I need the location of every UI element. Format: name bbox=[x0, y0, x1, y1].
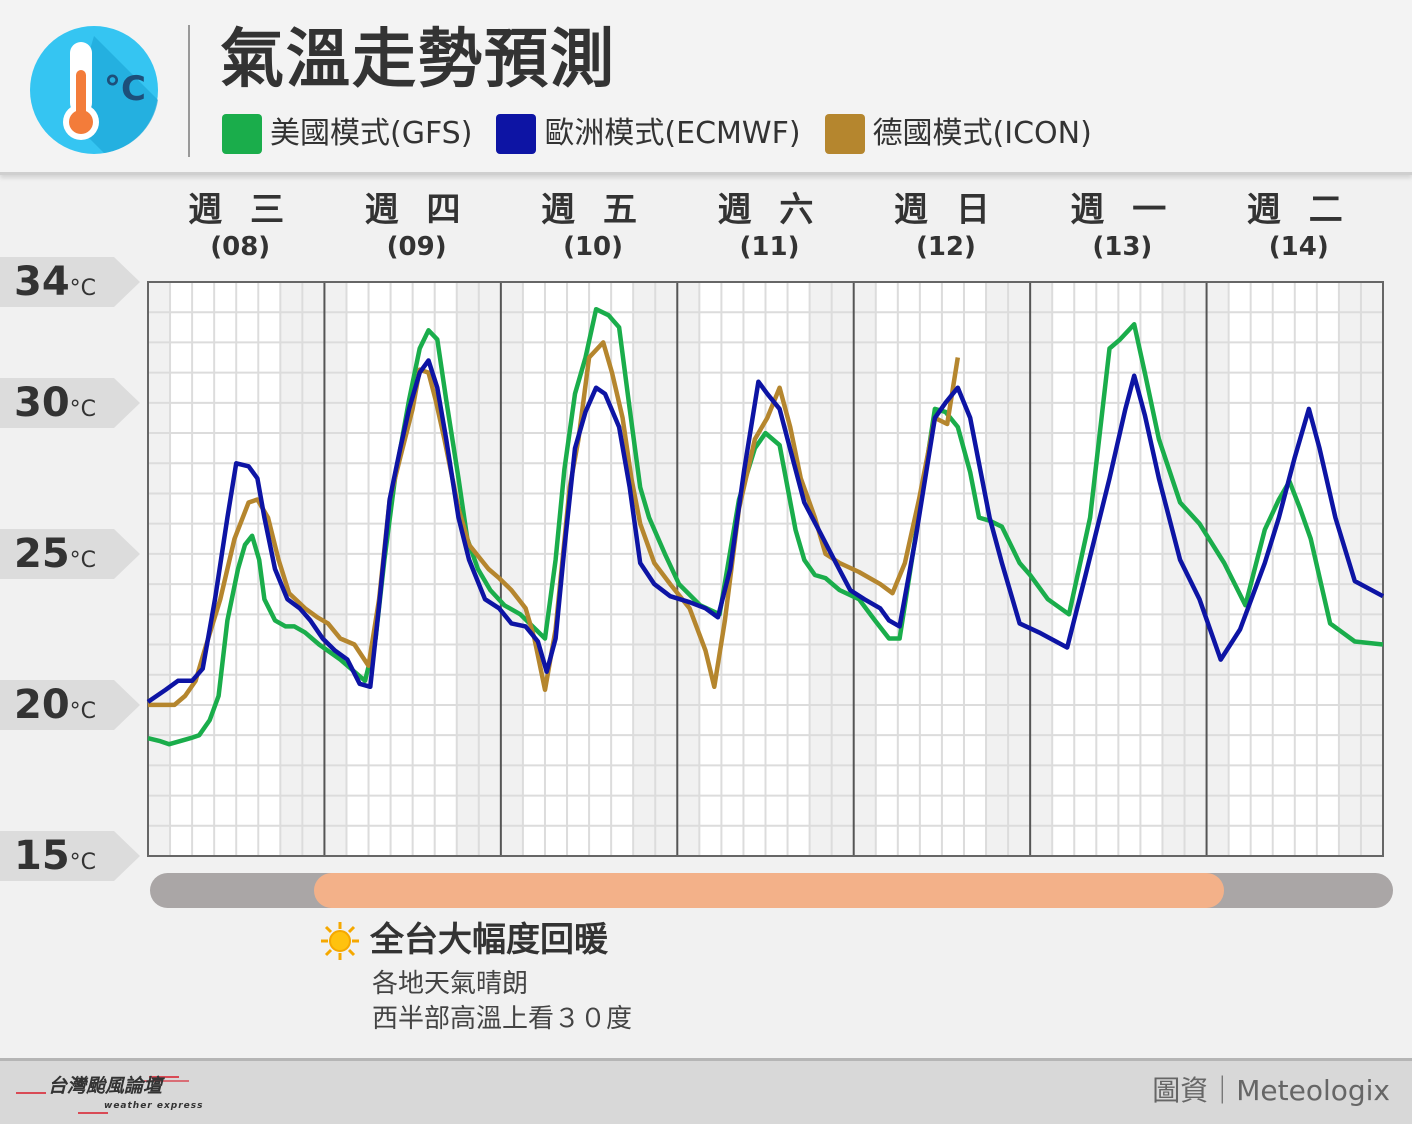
y-tick-tab bbox=[0, 679, 140, 730]
grid-shade bbox=[1184, 282, 1207, 856]
series-line-ecmwf bbox=[146, 358, 1385, 704]
y-tick-tab bbox=[0, 377, 140, 428]
day-label: 週 日 (12) bbox=[858, 190, 1034, 264]
grid-shade bbox=[677, 282, 700, 856]
legend-label: 美國模式(GFS) bbox=[270, 116, 473, 151]
grid-shade bbox=[1030, 282, 1053, 856]
day-date: (12) bbox=[915, 232, 976, 262]
y-tick-tab bbox=[0, 528, 140, 579]
grid-shade bbox=[148, 282, 171, 856]
day-label: 週 二 (14) bbox=[1211, 190, 1387, 264]
brand-subtitle: weather express bbox=[104, 1101, 204, 1111]
y-tick-label: 20°C bbox=[0, 679, 140, 730]
thermometer-celsius-icon: °C bbox=[30, 26, 158, 154]
day-name: 週 一 bbox=[1070, 190, 1175, 230]
day-label: 週 四 (09) bbox=[329, 190, 505, 264]
y-tick-label: 34°C bbox=[0, 257, 140, 307]
legend-label: 歐洲模式(ECMWF) bbox=[544, 116, 801, 151]
y-tick-value: 20°C bbox=[14, 681, 97, 728]
plot-border bbox=[147, 281, 1384, 857]
legend-label: 德國模式(ICON) bbox=[872, 116, 1092, 151]
day-name: 週 四 bbox=[364, 190, 469, 230]
legend-swatch bbox=[222, 114, 262, 154]
grid-shade bbox=[456, 282, 479, 856]
day-name: 週 五 bbox=[541, 190, 645, 230]
grid-shade bbox=[324, 282, 347, 856]
data-credit: 圖資｜Meteologix bbox=[1152, 1074, 1390, 1107]
day-date: (09) bbox=[386, 232, 447, 262]
grid-shade bbox=[831, 282, 854, 856]
chart-legend: 美國模式(GFS) 歐洲模式(ECMWF) 德國模式(ICON) bbox=[222, 114, 1116, 154]
legend-item-ecmwf: 歐洲模式(ECMWF) bbox=[496, 114, 801, 154]
day-date: (08) bbox=[210, 232, 271, 262]
y-tick-value: 30°C bbox=[14, 379, 97, 426]
grid-shade bbox=[302, 282, 325, 856]
day-label: 週 五 (10) bbox=[505, 190, 681, 264]
day-label: 週 三 (08) bbox=[152, 190, 328, 264]
y-tick-label: 30°C bbox=[0, 377, 140, 428]
note-line: 西半部高溫上看３０度 bbox=[372, 1004, 633, 1034]
day-date: (13) bbox=[1092, 232, 1153, 262]
y-tick-label: 15°C bbox=[0, 831, 140, 881]
grid-shade bbox=[853, 282, 876, 856]
header-divider bbox=[188, 25, 190, 157]
day-date: (10) bbox=[563, 232, 624, 262]
svg-text:°C: °C bbox=[104, 69, 146, 109]
day-date: (14) bbox=[1268, 232, 1329, 262]
grid-shade bbox=[809, 282, 832, 856]
footer: 台灣颱風論壇 weather express 圖資｜Meteologix bbox=[0, 1058, 1412, 1124]
brand-logo bbox=[16, 1076, 189, 1114]
grid-shade bbox=[1360, 282, 1383, 856]
page-title: 氣溫走勢預測 bbox=[220, 23, 616, 97]
legend-swatch bbox=[824, 114, 865, 154]
y-tick-tab bbox=[0, 831, 140, 881]
day-label: 週 一 (13) bbox=[1034, 190, 1210, 264]
note-title: 全台大幅度回暖 bbox=[370, 920, 608, 960]
sun-icon bbox=[321, 922, 359, 960]
day-name: 週 日 bbox=[894, 190, 998, 230]
series-line-gfs bbox=[147, 306, 1384, 747]
y-tick-value: 25°C bbox=[14, 530, 97, 577]
y-tick-label: 25°C bbox=[0, 528, 140, 579]
day-label: 週 六 (11) bbox=[682, 190, 858, 264]
grid-shade bbox=[986, 282, 1009, 856]
y-tick-tab bbox=[0, 257, 140, 307]
y-tick-value: 15°C bbox=[14, 833, 97, 879]
day-name: 週 二 bbox=[1246, 190, 1351, 230]
legend-item-gfs: 美國模式(GFS) bbox=[222, 114, 472, 154]
legend-item-icon: 德國模式(ICON) bbox=[824, 114, 1092, 154]
legend-swatch bbox=[496, 114, 537, 154]
grid-shade bbox=[500, 282, 523, 856]
grid-shade bbox=[1206, 282, 1229, 856]
day-date: (11) bbox=[739, 232, 800, 262]
header: °C 氣溫走勢預測 美國模式(GFS) 歐洲模式(ECMWF) 德國模式(ICO… bbox=[0, 0, 1412, 175]
grid-shade bbox=[1008, 282, 1031, 856]
brand-name: 台灣颱風論壇 bbox=[48, 1075, 163, 1097]
day-name: 週 六 bbox=[717, 190, 822, 230]
period-bar-warming bbox=[314, 873, 1225, 908]
grid-shade bbox=[1162, 282, 1185, 856]
grid-shade bbox=[280, 282, 303, 856]
day-name: 週 三 bbox=[188, 190, 293, 230]
grid-shade bbox=[655, 282, 678, 856]
note-line: 各地天氣晴朗 bbox=[372, 969, 529, 999]
y-tick-value: 34°C bbox=[14, 259, 97, 305]
